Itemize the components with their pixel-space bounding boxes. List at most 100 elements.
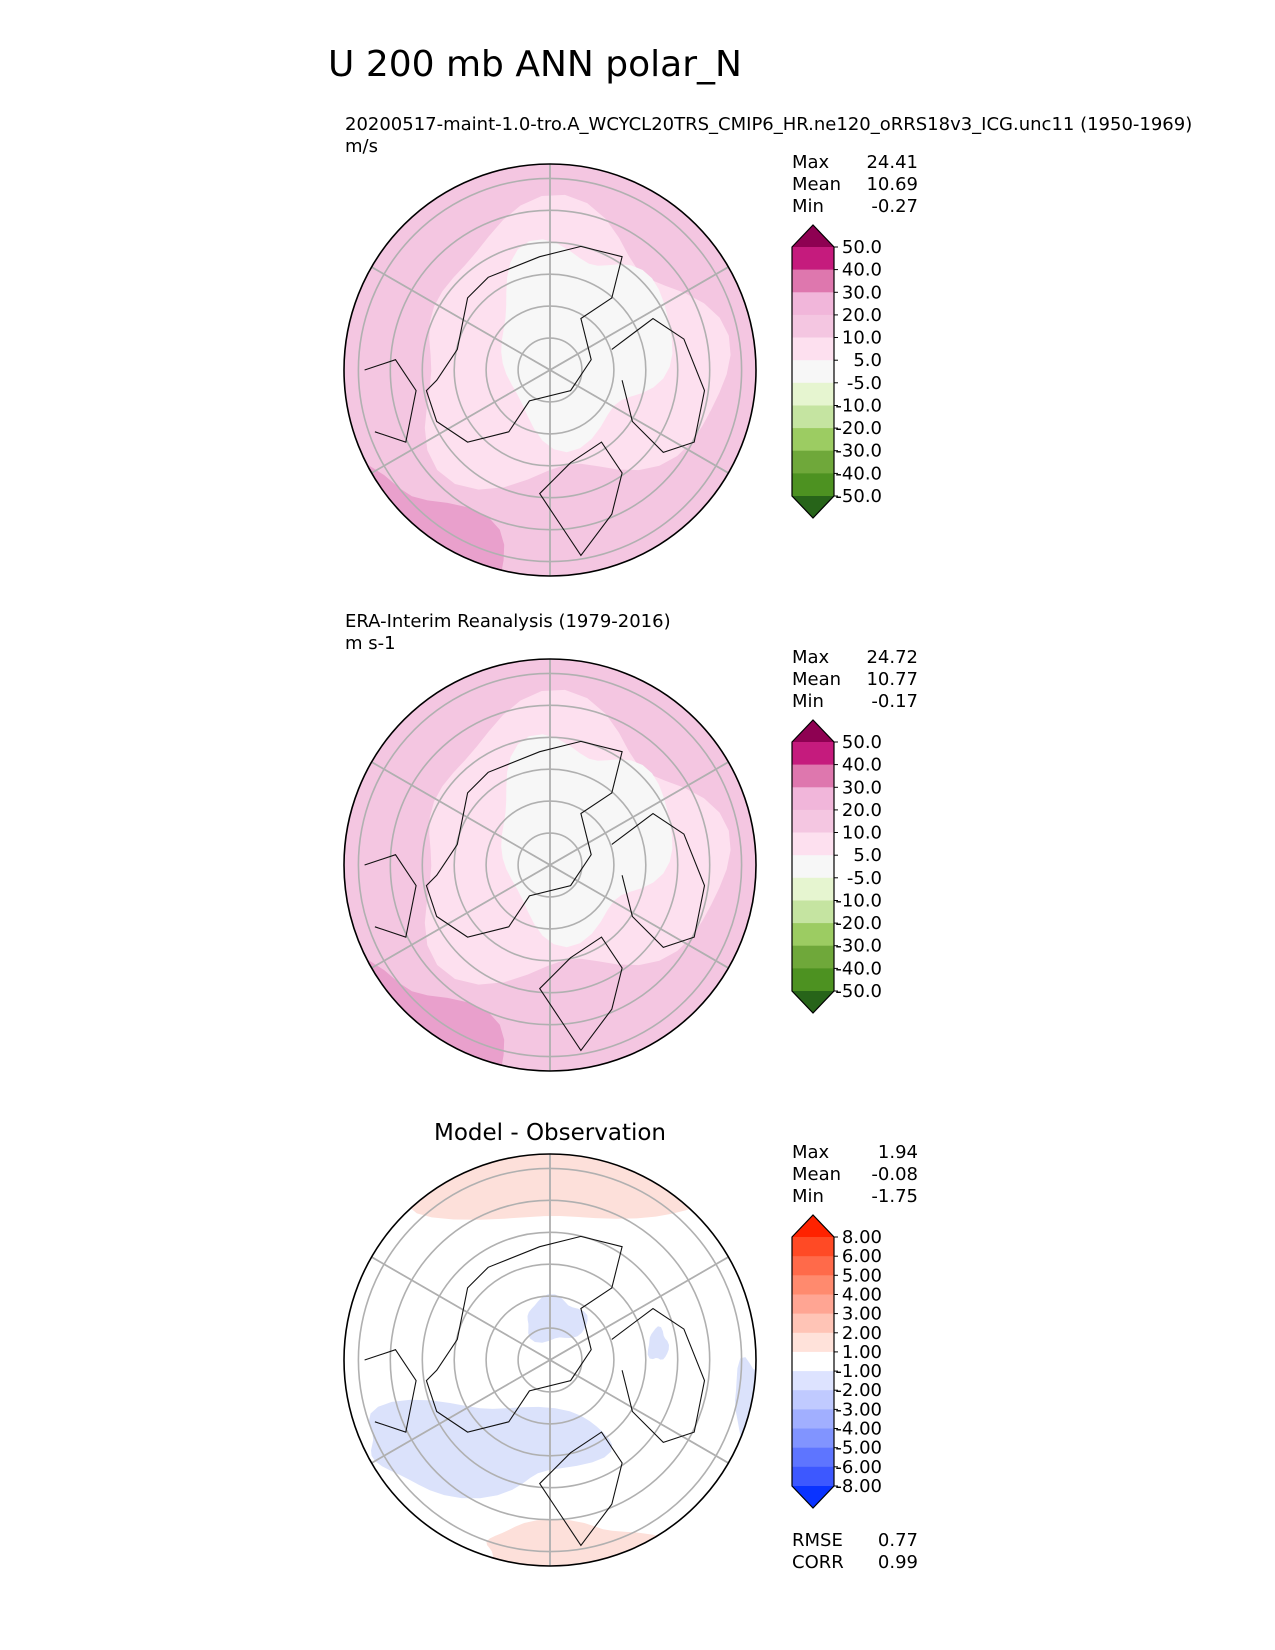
coastlines xyxy=(364,1235,706,1547)
colorbar-swatch xyxy=(792,337,834,361)
colorbar-swatch xyxy=(792,923,834,947)
colorbar-swatch xyxy=(792,855,834,879)
coastlines xyxy=(364,740,706,1052)
panel-units: m/s xyxy=(345,136,378,157)
colorbar-swatch xyxy=(792,1275,834,1295)
graticule xyxy=(357,1154,743,1566)
colorbar-swatch xyxy=(792,247,834,271)
coastline-greenland-canada xyxy=(425,740,623,938)
coastline-europe xyxy=(538,1431,623,1547)
stat-value: -1.75 xyxy=(871,1186,918,1207)
colorbar-tick-label: 6.00 xyxy=(842,1246,882,1267)
colorbar: 50.040.030.020.010.05.0-5.0-10.0-20.0-30… xyxy=(791,719,882,1014)
colorbar-tick-label: 50.0 xyxy=(842,732,882,753)
coastline-siberia xyxy=(611,1307,706,1444)
colorbar-tick-label: 20.0 xyxy=(842,305,882,326)
stat-value: 1.94 xyxy=(878,1142,918,1163)
coastline-siberia xyxy=(611,317,706,454)
colorbar-tick-label: 10.0 xyxy=(842,328,882,349)
colorbar-swatch xyxy=(792,1332,834,1353)
colorbar-tick-label: -20.0 xyxy=(835,913,882,934)
colorbar-tick-label: -10.0 xyxy=(835,396,882,417)
meridian-line xyxy=(371,369,551,474)
colorbar-swatch xyxy=(792,1351,834,1372)
stat-label: Mean xyxy=(792,669,841,690)
map-boundary xyxy=(343,1153,757,1567)
stat-label: Min xyxy=(792,691,824,712)
stat-value: 24.72 xyxy=(866,647,918,668)
colorbar-tick-label: 1.00 xyxy=(842,1342,882,1363)
colorbar-swatch xyxy=(792,1371,834,1391)
panel-subtitle: 20200517-maint-1.0-tro.A_WCYCL20TRS_CMIP… xyxy=(345,114,1192,135)
graticule xyxy=(357,659,743,1071)
colorbar-extend-min xyxy=(792,496,834,518)
colorbar-swatch xyxy=(792,1237,834,1257)
colorbar-tick-label: 50.0 xyxy=(842,237,882,258)
figure-title: U 200 mb ANN polar_N xyxy=(328,44,742,85)
stat-value: 24.41 xyxy=(866,152,918,173)
map-fill xyxy=(344,1154,756,1566)
panel-units: m s-1 xyxy=(345,633,396,654)
map-panel-3: Model - Observation Max 1.94 Mean -0.08 Min -1… xyxy=(343,1120,918,1573)
colorbar-tick-label: 20.0 xyxy=(842,800,882,821)
contour-band-5 xyxy=(501,734,673,948)
colorbar-tick-label: 2.00 xyxy=(842,1323,882,1344)
colorbar-extend-max xyxy=(792,1215,834,1237)
colorbar-swatch xyxy=(792,1256,834,1276)
coastline-alaska xyxy=(364,854,417,938)
map-fill xyxy=(344,164,756,576)
colorbar-swatch xyxy=(792,832,834,856)
stat-value: -0.17 xyxy=(871,691,918,712)
colorbar-swatch xyxy=(792,968,834,992)
meridian-line xyxy=(549,266,729,371)
colorbar-tick-label: 40.0 xyxy=(842,260,882,281)
colorbar-swatch xyxy=(792,900,834,924)
colorbar-tick-label: -5.00 xyxy=(835,1438,882,1459)
colorbar-swatch xyxy=(792,1428,834,1449)
colorbar-swatch xyxy=(792,473,834,497)
colorbar-tick-label: 10.0 xyxy=(842,823,882,844)
colorbar-swatch xyxy=(792,1313,834,1334)
stat-value: 0.77 xyxy=(878,1530,918,1551)
map-fill xyxy=(344,659,756,1071)
colorbar-swatch xyxy=(792,1447,834,1468)
panel-subtitle: ERA-Interim Reanalysis (1979-2016) xyxy=(345,611,671,632)
colorbar-swatch xyxy=(792,269,834,293)
colorbar-swatch xyxy=(792,405,834,429)
colorbar-swatch xyxy=(792,764,834,788)
map-boundary xyxy=(343,658,757,1072)
coastline-siberia xyxy=(611,812,706,949)
stat-label: Min xyxy=(792,1186,824,1207)
colorbar-extend-min xyxy=(792,1486,834,1508)
colorbar-swatch xyxy=(792,1466,834,1487)
graticule xyxy=(357,164,743,576)
colorbar-swatch xyxy=(792,314,834,338)
meridian-line xyxy=(371,1359,551,1464)
colorbar-swatch xyxy=(792,1294,834,1315)
colorbar-tick-label: -2.00 xyxy=(835,1380,882,1401)
contour-band-negative xyxy=(647,1326,669,1360)
colorbar-extend-max xyxy=(792,225,834,247)
stat-value: 10.77 xyxy=(866,669,918,690)
colorbar-swatch xyxy=(792,382,834,406)
coastline-alaska xyxy=(364,1349,417,1433)
stat-value: 10.69 xyxy=(866,174,918,195)
colorbar-swatch xyxy=(792,877,834,901)
map-panel-2: ERA-Interim Reanalysis (1979-2016)m s-1 M… xyxy=(343,611,918,1072)
panel-subtitle: Model - Observation xyxy=(434,1120,666,1146)
colorbar-extend-max xyxy=(792,720,834,742)
coastline-europe xyxy=(538,936,623,1052)
map-boundary xyxy=(343,163,757,577)
colorbar-swatch xyxy=(792,428,834,452)
stat-label: RMSE xyxy=(792,1530,843,1551)
colorbar-swatch xyxy=(792,1409,834,1430)
colorbar-swatch xyxy=(792,292,834,316)
coastlines xyxy=(364,245,706,557)
stat-label: Mean xyxy=(792,174,841,195)
colorbar-tick-label: 3.00 xyxy=(842,1304,882,1325)
meridian-line xyxy=(549,1359,729,1464)
colorbar-swatch xyxy=(792,1390,834,1410)
colorbar-tick-label: -8.00 xyxy=(835,1476,882,1497)
meridian-line xyxy=(549,369,729,474)
stat-value: -0.27 xyxy=(871,196,918,217)
